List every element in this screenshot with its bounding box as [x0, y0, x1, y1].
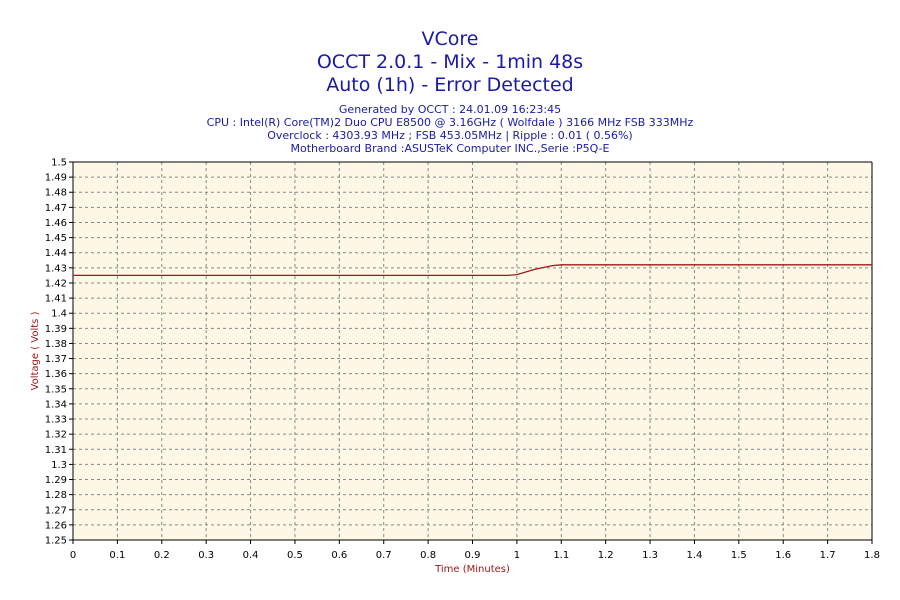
chart-subtitle-status: Auto (1h) - Error Detected: [326, 74, 574, 96]
x-tick-label: 0.3: [198, 550, 214, 561]
y-tick-label: 1.29: [45, 475, 67, 486]
y-tick-label: 1.45: [45, 233, 67, 244]
vcore-series-line: [73, 264, 872, 277]
x-tick-label: 0: [70, 550, 76, 561]
y-tick-label: 1.47: [45, 203, 67, 214]
y-tick-label: 1.35: [45, 384, 67, 395]
y-tick-label: 1.49: [45, 173, 67, 184]
y-tick-label: 1.32: [45, 430, 67, 441]
y-axis-label: Voltage ( Volts ): [30, 311, 41, 390]
x-tick-label: 0.5: [287, 550, 303, 561]
y-tick-label: 1.5: [51, 158, 67, 169]
y-tick-label: 1.34: [45, 399, 67, 410]
x-tick-label: 0.7: [376, 550, 392, 561]
y-tick-label: 1.38: [45, 339, 67, 350]
y-tick-label: 1.25: [45, 536, 67, 547]
y-tick-label: 1.3: [51, 460, 67, 471]
x-tick-label: 1.6: [775, 550, 791, 561]
x-tick-label: 1.2: [598, 550, 614, 561]
x-tick-label: 0.8: [420, 550, 436, 561]
y-tick-label: 1.28: [45, 490, 67, 501]
y-tick-label: 1.42: [45, 278, 67, 289]
y-tick-label: 1.31: [45, 445, 67, 456]
x-tick-label: 1.7: [820, 550, 836, 561]
info-cpu: CPU : Intel(R) Core(TM)2 Duo CPU E8500 @…: [206, 116, 694, 129]
info-overclock: Overclock : 4303.93 MHz ; FSB 453.05MHz …: [267, 129, 633, 142]
series-group: [73, 264, 872, 277]
chart-subtitle-test: OCCT 2.0.1 - Mix - 1min 48s: [316, 51, 584, 73]
x-axis-label: Time (Minutes): [434, 564, 510, 575]
x-tick-label: 0.9: [465, 550, 481, 561]
x-tick-label: 1.3: [642, 550, 658, 561]
x-tick-label: 1.4: [686, 550, 702, 561]
info-motherboard: Motherboard Brand :ASUSTeK Computer INC.…: [290, 142, 610, 155]
x-tick-label: 1: [514, 550, 520, 561]
x-tick-label: 0.4: [243, 550, 259, 561]
chart-title: VCore: [421, 28, 479, 50]
y-axis-ticks: 1.5 1.49 1.48 1.47 1.46 1.45 1.44 1.43 1.42 1.41 1…: [45, 158, 73, 547]
y-tick-label: 1.37: [45, 354, 67, 365]
x-tick-label: 1.5: [731, 550, 747, 561]
grid: [73, 162, 872, 540]
y-tick-label: 1.36: [45, 369, 67, 380]
y-tick-label: 1.26: [45, 520, 67, 531]
x-tick-label: 1.8: [864, 550, 880, 561]
y-tick-label: 1.4: [51, 309, 67, 320]
y-tick-label: 1.44: [45, 248, 67, 259]
x-axis-ticks: 0 0.1 0.2 0.3 0.4 0.5 0.6 0.7 0.8 0.9 1 1.1 1.2 1.3 1.…: [70, 540, 880, 561]
x-tick-label: 0.6: [331, 550, 347, 561]
y-tick-label: 1.41: [45, 294, 67, 305]
x-tick-label: 0.2: [154, 550, 170, 561]
info-generated: Generated by OCCT : 24.01.09 16:23:45: [338, 103, 562, 116]
y-tick-label: 1.48: [45, 188, 67, 199]
y-tick-label: 1.33: [45, 415, 67, 426]
x-tick-label: 1.1: [553, 550, 569, 561]
y-tick-label: 1.27: [45, 505, 67, 516]
x-tick-label: 0.1: [109, 550, 125, 561]
y-tick-label: 1.46: [45, 218, 67, 229]
y-tick-label: 1.43: [45, 263, 67, 274]
y-tick-label: 1.39: [45, 324, 67, 335]
